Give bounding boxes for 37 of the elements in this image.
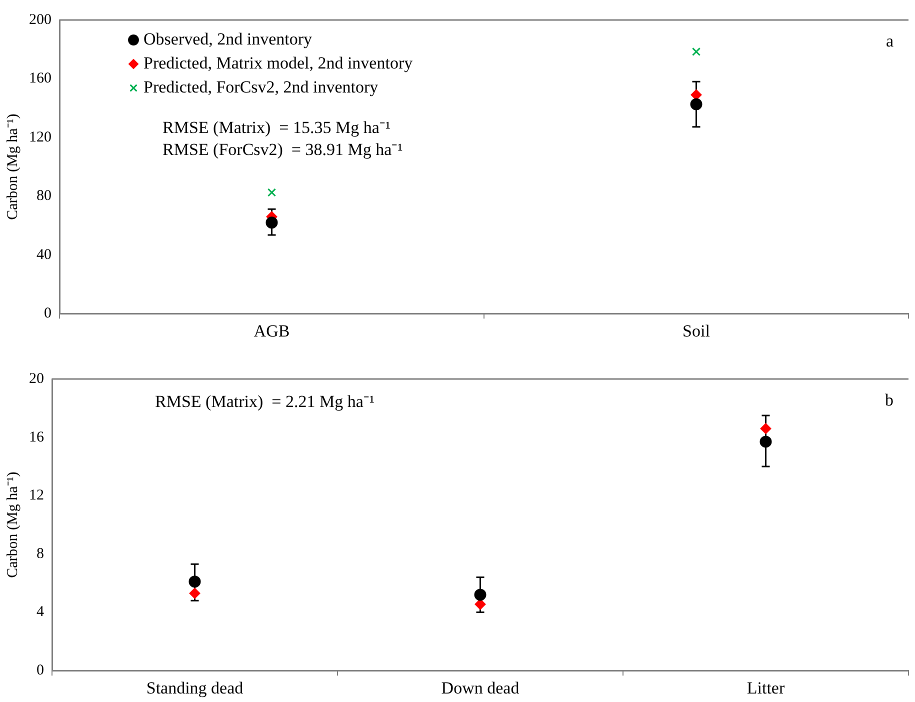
y-tick-label: 20 [29, 370, 44, 387]
y-tick-label: 160 [29, 70, 52, 87]
y-tick-label: 200 [29, 12, 52, 28]
x-tick-label: AGB [254, 321, 290, 340]
point [267, 188, 276, 197]
annotation: a [886, 31, 894, 50]
y-tick-label: 12 [29, 488, 44, 504]
x-tick-label: Standing dead [146, 678, 244, 698]
point [474, 588, 486, 601]
point [760, 436, 772, 448]
annotation: b [885, 390, 894, 410]
point [188, 576, 201, 588]
point [189, 588, 200, 599]
y-tick-label: 120 [29, 129, 52, 146]
y-tick-label: 4 [36, 604, 44, 620]
point [690, 89, 702, 100]
point [690, 98, 702, 110]
annotation: RMSE (Matrix) = 15.35 Mg ha⁻¹ [162, 118, 390, 138]
point [266, 216, 278, 229]
annotation: RMSE (ForCsv2) = 38.91 Mg ha⁻¹ [162, 140, 403, 160]
point [692, 47, 701, 56]
legend-label: Observed, 2nd inventory [144, 29, 313, 48]
point [760, 423, 772, 434]
y-tick-label: 40 [36, 246, 52, 263]
x-tick-label: Litter [746, 678, 785, 698]
y-tick-label: 0 [36, 662, 44, 679]
y-axis-title: Carbon (Mg ha⁻¹) [4, 114, 21, 220]
x-tick-label: Down dead [441, 678, 520, 698]
x-tick-label: Soil [682, 321, 710, 340]
y-axis-title: Carbon (Mg ha⁻¹) [4, 472, 21, 578]
y-tick-label: 80 [36, 188, 52, 204]
annotation: RMSE (Matrix) = 2.21 Mg ha⁻¹ [155, 392, 374, 411]
y-tick-label: 8 [36, 546, 44, 562]
y-tick-label: 16 [29, 429, 44, 446]
legend-label: Predicted, ForCsv2, 2nd inventory [144, 77, 379, 96]
legend-label: Predicted, Matrix model, 2nd inventory [144, 53, 414, 72]
y-tick-label: 0 [44, 306, 52, 322]
